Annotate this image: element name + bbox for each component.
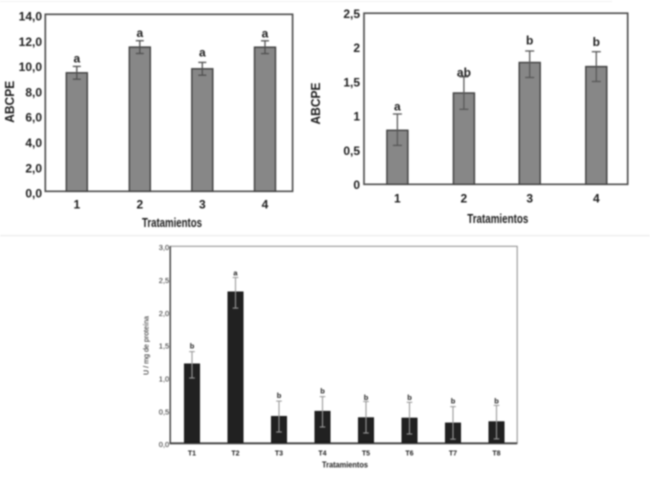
svg-text:b: b — [190, 342, 195, 351]
svg-text:a: a — [73, 52, 80, 66]
svg-text:3,0: 3,0 — [159, 243, 169, 252]
svg-text:1: 1 — [73, 197, 80, 211]
svg-text:0,0: 0,0 — [25, 187, 42, 201]
svg-text:Tratamientos: Tratamientos — [467, 212, 528, 226]
svg-text:b: b — [526, 34, 533, 48]
svg-text:14,0: 14,0 — [19, 10, 43, 24]
svg-text:T5: T5 — [362, 450, 370, 457]
svg-text:Tratamientos: Tratamientos — [322, 461, 369, 470]
svg-text:8,0: 8,0 — [25, 86, 42, 100]
svg-text:T6: T6 — [405, 450, 413, 457]
svg-text:a: a — [233, 268, 238, 277]
svg-text:4: 4 — [262, 197, 269, 211]
svg-text:a: a — [394, 99, 401, 113]
svg-text:U / mg de proteína: U / mg de proteína — [141, 315, 150, 375]
svg-text:0,5: 0,5 — [343, 144, 360, 158]
svg-text:1,5: 1,5 — [343, 75, 360, 89]
svg-text:T4: T4 — [318, 450, 326, 457]
svg-text:T2: T2 — [231, 450, 239, 457]
svg-text:3: 3 — [199, 197, 206, 211]
svg-text:T7: T7 — [449, 450, 457, 457]
svg-text:10,0: 10,0 — [19, 60, 43, 74]
svg-text:0,5: 0,5 — [159, 407, 169, 416]
svg-text:1: 1 — [394, 192, 401, 206]
svg-text:b: b — [364, 393, 369, 402]
svg-text:2: 2 — [461, 192, 468, 206]
svg-text:1: 1 — [353, 110, 360, 124]
svg-text:1,5: 1,5 — [159, 342, 169, 351]
svg-text:4: 4 — [593, 192, 600, 206]
svg-text:Tratamientos: Tratamientos — [142, 216, 202, 230]
svg-text:b: b — [320, 387, 325, 396]
svg-text:12,0: 12,0 — [19, 35, 43, 49]
svg-text:6,0: 6,0 — [25, 111, 42, 125]
svg-text:2,5: 2,5 — [159, 276, 169, 285]
svg-text:0,0: 0,0 — [159, 440, 169, 449]
svg-text:b: b — [451, 397, 456, 406]
svg-text:T8: T8 — [492, 450, 500, 457]
svg-text:0: 0 — [353, 178, 360, 192]
svg-text:2,0: 2,0 — [25, 161, 42, 175]
svg-text:T1: T1 — [188, 450, 196, 457]
svg-text:4,0: 4,0 — [25, 136, 42, 150]
svg-text:2: 2 — [136, 197, 143, 211]
svg-text:2,5: 2,5 — [343, 7, 360, 21]
svg-text:T3: T3 — [275, 450, 283, 457]
svg-text:2,0: 2,0 — [159, 309, 169, 318]
svg-text:2: 2 — [353, 41, 360, 55]
svg-text:b: b — [277, 391, 282, 400]
svg-text:1,0: 1,0 — [159, 375, 169, 384]
svg-text:ABCPE: ABCPE — [2, 81, 17, 123]
svg-text:a: a — [199, 45, 206, 59]
svg-text:b: b — [494, 397, 499, 406]
svg-text:b: b — [593, 35, 600, 49]
svg-text:b: b — [407, 393, 412, 402]
svg-text:a: a — [262, 27, 269, 41]
svg-text:ABCPE: ABCPE — [308, 82, 323, 124]
svg-text:ab: ab — [457, 66, 471, 80]
svg-text:3: 3 — [526, 192, 533, 206]
svg-text:a: a — [136, 26, 143, 40]
